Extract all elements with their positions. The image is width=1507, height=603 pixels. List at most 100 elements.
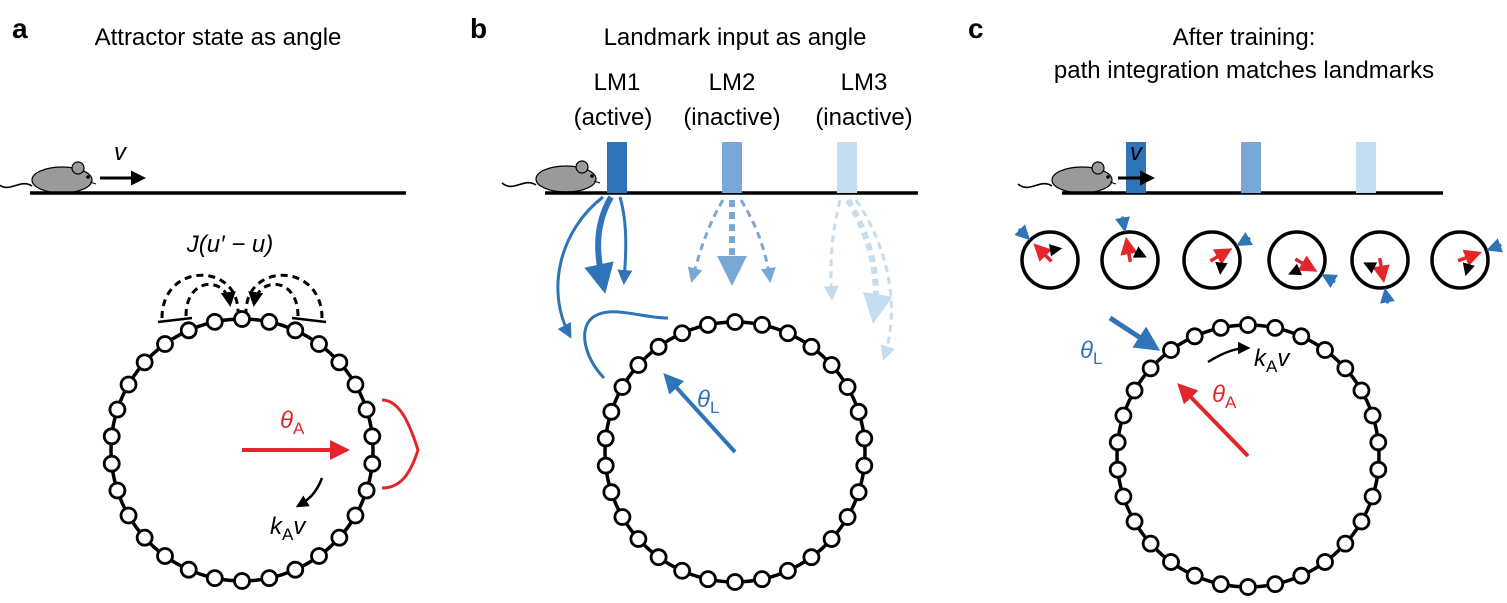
ring-node [363,427,382,446]
ring-node [1185,327,1204,346]
ring-node [310,335,328,353]
ring-node [649,337,668,356]
ring-node [205,312,224,331]
ring-node [1336,359,1355,378]
panel-a-title: Attractor state as angle [95,24,342,51]
ring-node [1266,318,1285,337]
attractor-angle-arrow [1294,255,1318,272]
small-state-circle [1182,230,1242,290]
ring-node [1125,512,1144,531]
panel-b: b Landmark input as angle LM1 (active) L… [470,13,918,591]
ring-node [1141,359,1160,378]
coupling-label: J(u′ − u) [186,231,274,258]
ring-node [102,427,121,446]
small-state-circle [1430,230,1490,290]
ring-node [1352,512,1371,531]
panel-c-title-line2: path integration matches landmarks [1054,57,1434,84]
ring-node [108,481,127,500]
ring-node [233,310,251,328]
tick-mark [157,316,193,324]
ring-node [699,570,717,589]
ring-node [119,375,138,394]
ring-node [822,530,841,548]
ring-node [613,508,632,526]
ring-node [629,356,648,374]
mouse-icon [0,161,97,194]
ring-node [1363,487,1382,506]
ring-node [778,324,797,343]
ring-node [1369,433,1388,452]
ring-node [1114,406,1133,425]
ring-node [613,378,632,396]
panel-c-letter: c [968,13,984,44]
mouse-icon [1017,161,1117,194]
lm2-name: LM2 [709,69,756,96]
ring-node [1292,327,1311,346]
small-circles-row [1014,216,1503,304]
rotation-arrow [1288,263,1303,276]
ring-node [753,315,771,334]
rotation-arrow [1215,261,1228,275]
ka-v-label: kAv [1254,345,1291,376]
attractor-angle-arrow [1033,243,1053,263]
ring-node [119,506,138,525]
ring-node [330,528,349,547]
landmark-angle-arrow [1486,238,1503,253]
ring-node [629,530,648,548]
ring-node [205,569,224,588]
velocity-label: v [1130,139,1144,166]
lm1-name: LM1 [594,69,641,96]
landmark-angle-arrow [1115,216,1130,233]
ring-node [855,429,874,448]
ka-v-label: kAv [270,513,307,544]
rotation-arrow [1132,246,1147,258]
ring-node [838,508,857,526]
ring-node [753,570,771,589]
ring-node [1162,553,1180,571]
velocity-label: v [114,139,128,166]
mouse-icon [501,160,601,193]
ring-node [602,483,621,502]
ring-node [179,321,198,340]
ring-node [357,481,376,500]
ring-node [596,456,615,475]
ring-node [726,573,744,591]
lm3-name: LM3 [841,69,888,96]
landmark-3-marker [1356,142,1376,193]
ring-node [286,321,305,340]
landmark-angle-arrow [1236,232,1253,247]
rotation-arrow [295,477,324,508]
landmark-angle-arrow [1321,273,1338,288]
ring-node [673,561,692,580]
theta-l-label: θL [697,386,720,417]
ring-node [849,483,868,502]
lm1-projections [556,195,633,339]
landmark-angle-arrow [1380,287,1395,304]
attractor-angle-arrow [1372,257,1390,284]
panel-a: a Attractor state as angle v J(u′ − u) θ… [0,13,420,590]
ring-node [649,548,668,567]
ring-node [1211,318,1230,337]
landmark-ring [596,313,874,591]
panel-b-title: Landmark input as angle [604,24,867,51]
ring-node [1162,341,1180,359]
ring-node [778,561,797,580]
ring-node [108,400,127,419]
ring-node [1114,487,1133,506]
trained-ring [1108,316,1388,596]
rotation-arrow [1462,262,1475,277]
panel-a-letter: a [12,13,28,44]
activity-bump [381,398,420,490]
rotation-arrow [1048,244,1063,257]
ring-node [156,335,174,353]
ring-node [357,400,376,419]
panel-b-letter: b [470,13,487,44]
tick-mark [291,316,327,324]
ring-node [1316,553,1334,571]
ring-node [855,456,874,475]
panel-c: c After training: path integration match… [968,13,1503,596]
rotation-arrow [1207,341,1251,364]
ring-node [802,548,821,567]
lm2-status: (inactive) [683,104,780,131]
